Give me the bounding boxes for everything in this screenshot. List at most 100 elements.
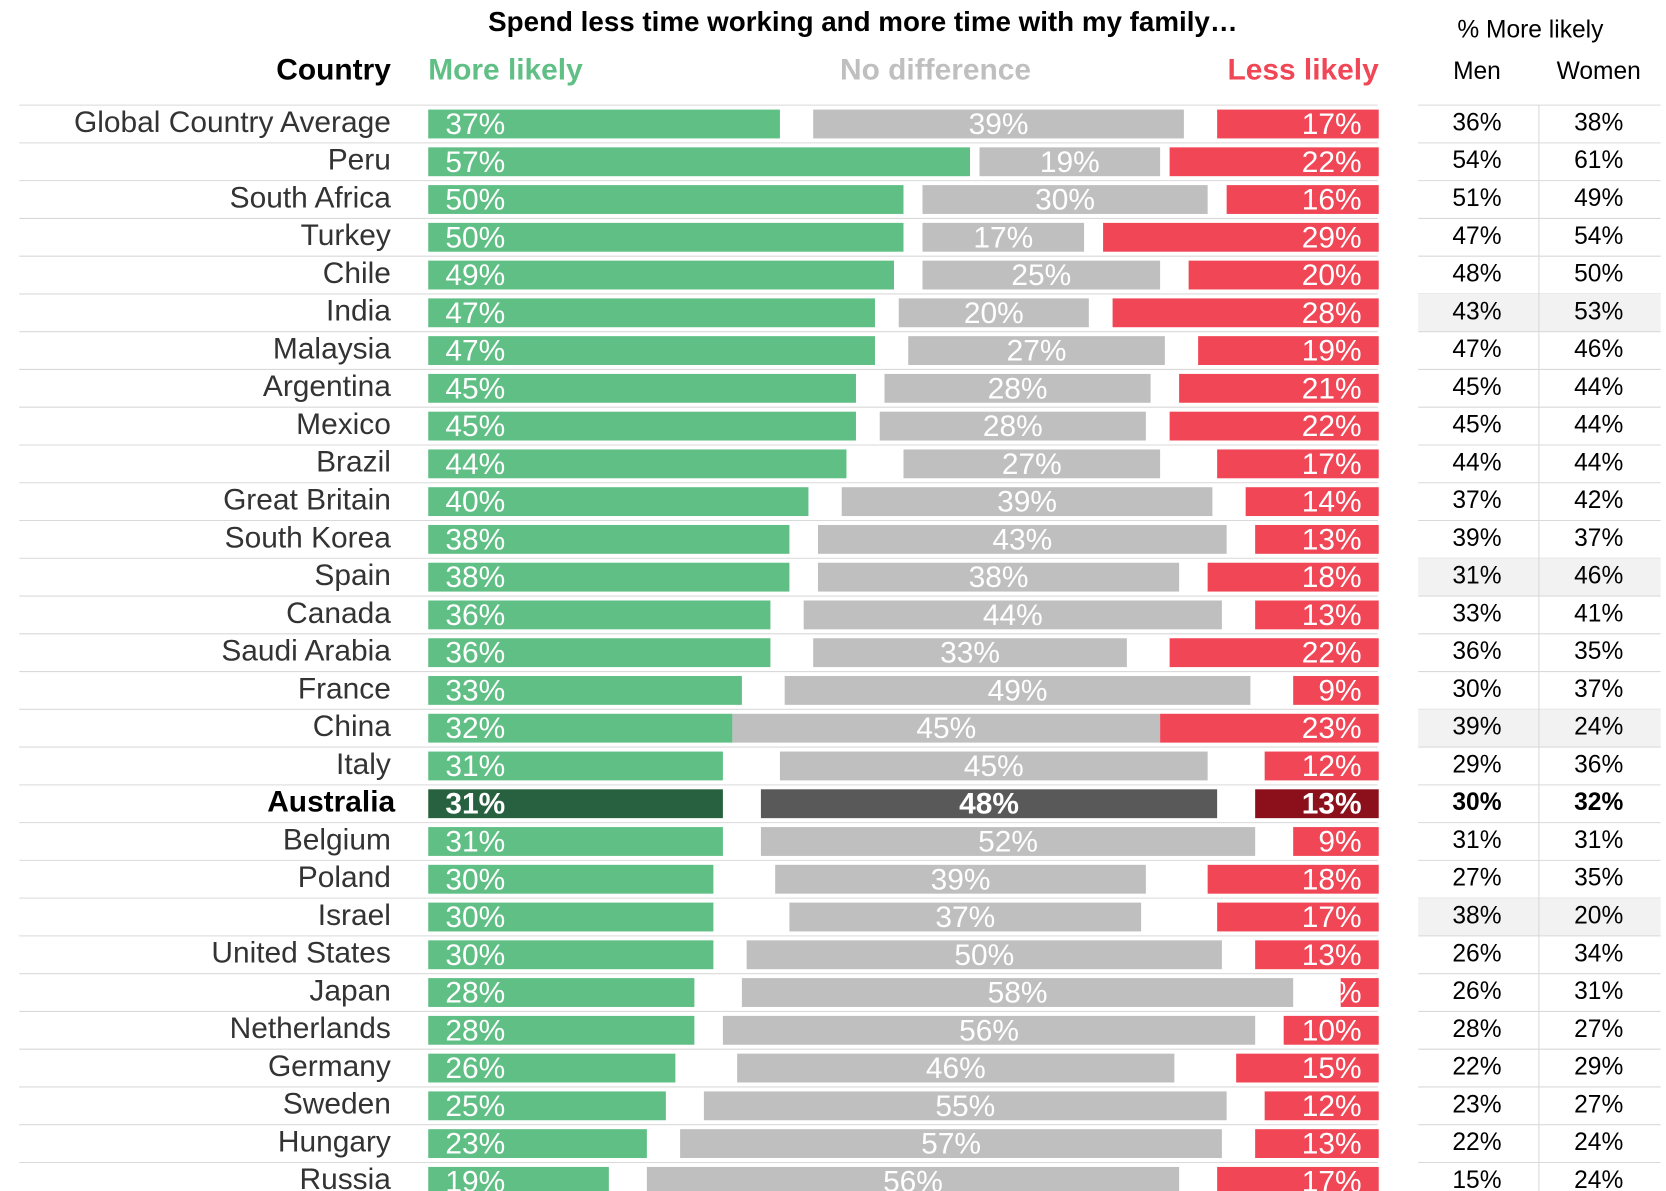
data-label: 45% <box>445 372 505 405</box>
category-label: Brazil <box>316 446 391 479</box>
table-cell: 15% <box>1452 1167 1501 1191</box>
table-cell: 36% <box>1452 109 1501 136</box>
data-label: 12% <box>1302 750 1362 783</box>
data-label: 39% <box>997 486 1057 519</box>
data-label: 40% <box>445 486 505 519</box>
bar <box>1188 260 1379 290</box>
data-label: 44% <box>983 599 1043 632</box>
column-header: Country <box>276 54 391 87</box>
bar <box>428 1053 676 1083</box>
data-label: 18% <box>1302 863 1362 896</box>
category-label: Peru <box>328 144 391 177</box>
bar <box>1112 298 1379 328</box>
category-label: Argentina <box>263 370 391 403</box>
data-label: 39% <box>969 108 1029 141</box>
table-cell: 36% <box>1574 751 1623 778</box>
table-cell: 20% <box>1574 903 1623 930</box>
table-cell: 54% <box>1452 147 1501 174</box>
bar <box>884 373 1151 403</box>
category-label: France <box>298 672 391 705</box>
table-cell: 24% <box>1574 1167 1623 1191</box>
data-label: 31% <box>445 788 505 821</box>
data-label: 55% <box>935 1090 995 1123</box>
category-label: India <box>326 295 391 328</box>
data-label: 29% <box>1302 221 1362 254</box>
data-label: 28% <box>983 410 1043 443</box>
data-label: 44% <box>445 448 505 481</box>
table-cell: 50% <box>1574 261 1623 288</box>
table-cell: 44% <box>1574 374 1623 401</box>
data-label: 10% <box>1302 1014 1362 1047</box>
table-cell: 43% <box>1452 298 1501 325</box>
bar <box>1245 487 1379 517</box>
category-label: United States <box>211 937 390 970</box>
data-label: 12% <box>1302 1090 1362 1123</box>
bar <box>428 147 971 177</box>
bar <box>922 222 1085 252</box>
bar <box>908 336 1165 365</box>
bar <box>1255 600 1379 630</box>
bar <box>428 487 809 517</box>
bar <box>1179 373 1379 403</box>
bar <box>1226 185 1379 214</box>
data-label: 25% <box>445 1090 505 1123</box>
legend-entry: Less likely <box>1227 54 1379 87</box>
bar <box>428 600 771 630</box>
data-label: 58% <box>988 977 1048 1010</box>
table-cell: 39% <box>1452 525 1501 552</box>
table-cell: 35% <box>1574 638 1623 665</box>
bar <box>817 562 1180 592</box>
table-cell: 31% <box>1452 563 1501 590</box>
data-label: 16% <box>1302 184 1362 217</box>
bar <box>979 147 1161 177</box>
data-label: 22% <box>1302 637 1362 670</box>
table-cell: 42% <box>1574 487 1623 514</box>
bar <box>428 940 714 970</box>
data-label: 19% <box>445 1165 505 1191</box>
category-label: Spain <box>314 559 390 592</box>
bar <box>428 978 695 1007</box>
table-cell: 46% <box>1574 563 1623 590</box>
data-label: 48% <box>959 788 1019 821</box>
bar <box>775 864 1146 894</box>
category-label: Mexico <box>296 408 391 441</box>
legend-entry: More likely <box>428 54 583 87</box>
chart-title: Spend less time working and more time wi… <box>488 6 1237 37</box>
data-label: 14% <box>1302 486 1362 519</box>
table-cell: 53% <box>1574 298 1623 325</box>
table-cell: 28% <box>1452 1016 1501 1043</box>
bar <box>732 713 1161 743</box>
data-label: 13% <box>1302 599 1362 632</box>
data-label: 13% <box>1302 788 1362 821</box>
bar <box>1283 1015 1379 1045</box>
table-header: Women <box>1557 58 1641 85</box>
table-cell: 39% <box>1452 714 1501 741</box>
category-label: Poland <box>298 861 391 894</box>
table-cell: 37% <box>1452 487 1501 514</box>
bar <box>817 524 1227 554</box>
data-label: 20% <box>964 297 1024 330</box>
bar <box>428 524 790 554</box>
data-label: 17% <box>1302 448 1362 481</box>
bar <box>428 373 856 403</box>
category-label: Malaysia <box>273 332 391 365</box>
bar <box>1255 524 1379 554</box>
data-label: 37% <box>445 108 505 141</box>
bar <box>428 789 723 819</box>
category-label: South Korea <box>225 521 392 554</box>
category-label: Australia <box>267 786 395 819</box>
data-label: 50% <box>445 221 505 254</box>
table-cell: 36% <box>1452 638 1501 665</box>
table-cell: 27% <box>1452 865 1501 892</box>
bar <box>1217 449 1379 479</box>
table-cell: 24% <box>1574 714 1623 741</box>
data-label: 13% <box>1302 523 1362 556</box>
data-label: 39% <box>931 863 991 896</box>
table-header: Men <box>1453 58 1501 85</box>
bar <box>1160 713 1379 743</box>
bar <box>903 449 1161 479</box>
table-cell: 49% <box>1574 185 1623 212</box>
table-cell: 37% <box>1574 676 1623 703</box>
bar <box>813 638 1127 668</box>
data-label: 28% <box>1302 297 1362 330</box>
